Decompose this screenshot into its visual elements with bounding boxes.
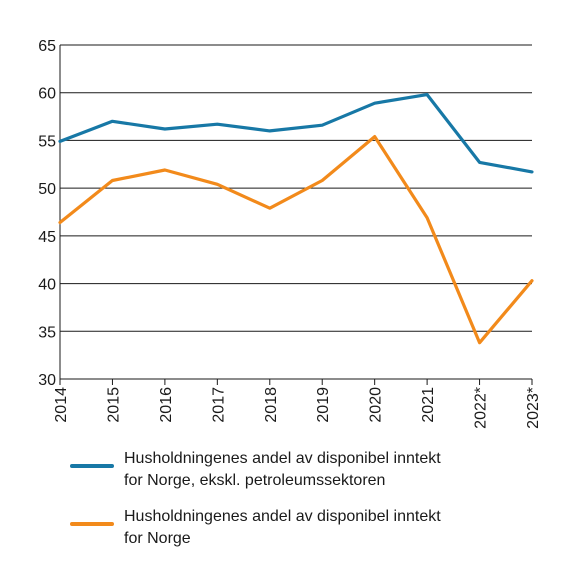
legend-swatch-1 bbox=[70, 522, 114, 526]
y-tick-label-55: 55 bbox=[38, 133, 56, 150]
x-tick-label-9: 2023* bbox=[525, 387, 542, 429]
y-tick-label-40: 40 bbox=[38, 277, 56, 294]
legend-swatch-0 bbox=[70, 464, 114, 468]
x-tick-label-3: 2017 bbox=[210, 387, 227, 423]
series-line-0 bbox=[58, 92, 534, 174]
legend-label-0: Husholdningenes andel av disponibel innt… bbox=[124, 448, 564, 492]
legend-label-0-line-0: Husholdningenes andel av disponibel innt… bbox=[124, 450, 441, 467]
y-tick-label-35: 35 bbox=[38, 324, 56, 341]
series-lines bbox=[58, 92, 534, 345]
x-tick-label-8: 2022* bbox=[473, 387, 490, 429]
legend-item-0: Husholdningenes andel av disponibel innt… bbox=[66, 448, 566, 506]
legend-label-1-line-0: Husholdningenes andel av disponibel innt… bbox=[124, 508, 441, 525]
x-axis: 2014 2015 2016 2017 2018 2019 2020 2021 2022* 202… bbox=[53, 379, 542, 429]
x-tick-label-5: 2019 bbox=[315, 387, 332, 423]
legend-label-1: Husholdningenes andel av disponibel innt… bbox=[124, 506, 564, 550]
series-line-1 bbox=[58, 135, 534, 345]
y-tick-label-50: 50 bbox=[38, 181, 56, 198]
y-tick-label-30: 30 bbox=[38, 372, 56, 389]
y-axis: 30 35 40 45 50 55 60 65 bbox=[38, 38, 56, 389]
x-tick-label-4: 2018 bbox=[263, 387, 280, 423]
x-tick-label-7: 2021 bbox=[420, 387, 437, 423]
x-tick-label-0: 2014 bbox=[53, 387, 70, 423]
y-tick-label-45: 45 bbox=[38, 229, 56, 246]
x-tick-label-2: 2016 bbox=[158, 387, 175, 423]
legend-item-1: Husholdningenes andel av disponibel innt… bbox=[66, 506, 566, 564]
legend: Husholdningenes andel av disponibel innt… bbox=[66, 448, 566, 564]
legend-label-0-line-1: for Norge, ekskl. petroleumssektoren bbox=[124, 472, 386, 489]
x-tick-label-1: 2015 bbox=[105, 387, 122, 423]
gridlines bbox=[59, 44, 532, 380]
x-tick-label-6: 2020 bbox=[368, 387, 385, 423]
y-tick-label-60: 60 bbox=[38, 86, 56, 103]
legend-label-1-line-1: for Norge bbox=[124, 530, 191, 547]
y-tick-label-65: 65 bbox=[38, 38, 56, 55]
